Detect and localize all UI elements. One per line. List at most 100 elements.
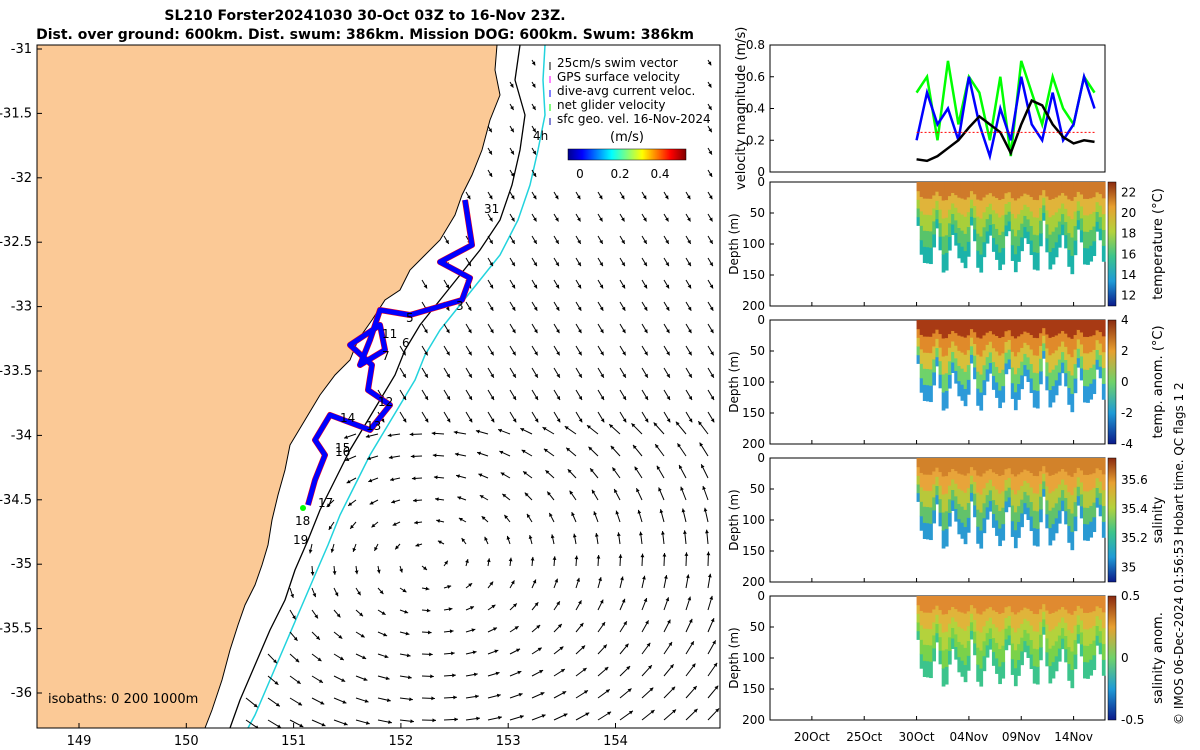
velocity-arrow-head bbox=[298, 701, 303, 706]
section-cell bbox=[979, 476, 984, 495]
section-cell bbox=[1057, 497, 1062, 511]
section-cell bbox=[919, 653, 924, 669]
section-cell bbox=[1039, 371, 1043, 385]
section-cell bbox=[922, 214, 927, 231]
section-cell bbox=[1029, 516, 1034, 532]
section-cell bbox=[929, 368, 933, 386]
section-cell bbox=[1067, 474, 1072, 493]
velocity-arrow-head bbox=[478, 473, 483, 478]
isobath-1000m bbox=[247, 45, 546, 728]
section-cell bbox=[969, 604, 974, 614]
velocity-arrow-head bbox=[444, 560, 448, 565]
section-cell bbox=[1054, 640, 1059, 657]
velocity-arrow-head bbox=[511, 217, 515, 222]
section-cell bbox=[1013, 320, 1018, 339]
section-cell bbox=[1073, 516, 1078, 532]
section-cell bbox=[1042, 611, 1046, 620]
section-cell bbox=[1070, 393, 1075, 413]
velocity-arrow-head bbox=[409, 697, 413, 702]
section-cell bbox=[1054, 610, 1059, 627]
section-cell bbox=[1067, 182, 1072, 200]
section-cell bbox=[1023, 320, 1028, 332]
velocity-arrow-head bbox=[534, 373, 538, 378]
section-cell bbox=[951, 458, 955, 470]
section-cell bbox=[1039, 332, 1043, 347]
section-cell bbox=[1098, 331, 1103, 344]
section-cell bbox=[932, 220, 937, 235]
section-cell bbox=[960, 198, 965, 215]
velocity-arrow-head bbox=[656, 465, 661, 470]
section-cell bbox=[1026, 482, 1031, 496]
section-cell bbox=[1051, 596, 1056, 613]
velocity-arrow-head bbox=[644, 396, 649, 401]
velocity-arrow-head bbox=[489, 284, 494, 289]
velocity-arrow-head bbox=[600, 329, 604, 334]
velocity-arrow-head bbox=[537, 647, 542, 652]
section-cell bbox=[969, 596, 974, 606]
section-cell bbox=[1032, 613, 1037, 632]
time-tick-label: 04Nov bbox=[950, 730, 989, 744]
section-cell bbox=[1001, 369, 1006, 387]
section-cell bbox=[916, 190, 921, 200]
section-cell bbox=[1089, 521, 1094, 538]
section-cell bbox=[960, 596, 965, 613]
section-cell bbox=[1039, 182, 1043, 196]
velocity-arrow-head bbox=[534, 396, 539, 401]
section-cell bbox=[1064, 596, 1068, 610]
velocity-arrow-head bbox=[607, 711, 612, 716]
section-cell bbox=[1017, 458, 1021, 475]
velocity-arrow-head bbox=[600, 418, 605, 423]
section-cell bbox=[916, 182, 921, 192]
section-cell bbox=[966, 364, 971, 380]
velocity-arrow-head bbox=[352, 547, 357, 552]
section-cell bbox=[1089, 335, 1094, 353]
section-cell bbox=[938, 374, 943, 389]
section-cell bbox=[1032, 199, 1037, 218]
section-cell bbox=[1095, 487, 1100, 498]
section-cell bbox=[929, 628, 933, 646]
section-cell bbox=[1054, 196, 1059, 213]
section-cell bbox=[1032, 596, 1037, 614]
section-cell bbox=[1020, 512, 1024, 528]
section-cell bbox=[1051, 336, 1056, 354]
section-cell bbox=[1007, 596, 1012, 607]
section-cell bbox=[1032, 527, 1037, 546]
section-cell bbox=[1098, 481, 1103, 494]
velocity-arrow-head bbox=[624, 643, 629, 648]
section-cell bbox=[1017, 505, 1021, 523]
velocity-arrow-head bbox=[628, 710, 633, 715]
section-cell bbox=[979, 494, 984, 513]
velocity-arrow-head bbox=[623, 621, 627, 626]
depth-tick-label: 200 bbox=[742, 713, 765, 727]
section-cell bbox=[982, 487, 987, 504]
velocity-arrow-head bbox=[578, 418, 583, 423]
velocity-arrow-head bbox=[643, 598, 648, 603]
lon-tick-label: 152 bbox=[388, 734, 413, 749]
velocity-arrow-head bbox=[620, 576, 624, 581]
colorbar-tick-label: 2 bbox=[1121, 344, 1129, 358]
section-cell bbox=[1098, 607, 1103, 620]
velocity-arrow-head bbox=[470, 606, 475, 610]
section-cell bbox=[919, 486, 924, 502]
velocity-arrow-head bbox=[555, 306, 560, 311]
section-cell bbox=[919, 610, 924, 626]
section-cell bbox=[929, 182, 933, 199]
section-cell bbox=[1023, 491, 1028, 504]
section-cell bbox=[929, 490, 933, 508]
section-cell bbox=[1013, 493, 1018, 513]
velocity-arrow-head bbox=[621, 217, 625, 222]
velocity-arrow-head bbox=[710, 418, 715, 423]
section-cell bbox=[1042, 618, 1046, 628]
section-cell bbox=[1032, 337, 1037, 356]
section-cell bbox=[1029, 211, 1034, 227]
velocity-arrow-head bbox=[402, 373, 406, 378]
velocity-arrow-head bbox=[532, 105, 536, 110]
section-cell bbox=[1054, 364, 1059, 381]
section-cell bbox=[960, 214, 965, 231]
section-cell bbox=[1004, 341, 1009, 353]
velocity-arrow-head bbox=[427, 630, 432, 635]
section-cell bbox=[1054, 226, 1059, 243]
section-cell bbox=[929, 352, 933, 370]
section-cell bbox=[1010, 335, 1015, 352]
